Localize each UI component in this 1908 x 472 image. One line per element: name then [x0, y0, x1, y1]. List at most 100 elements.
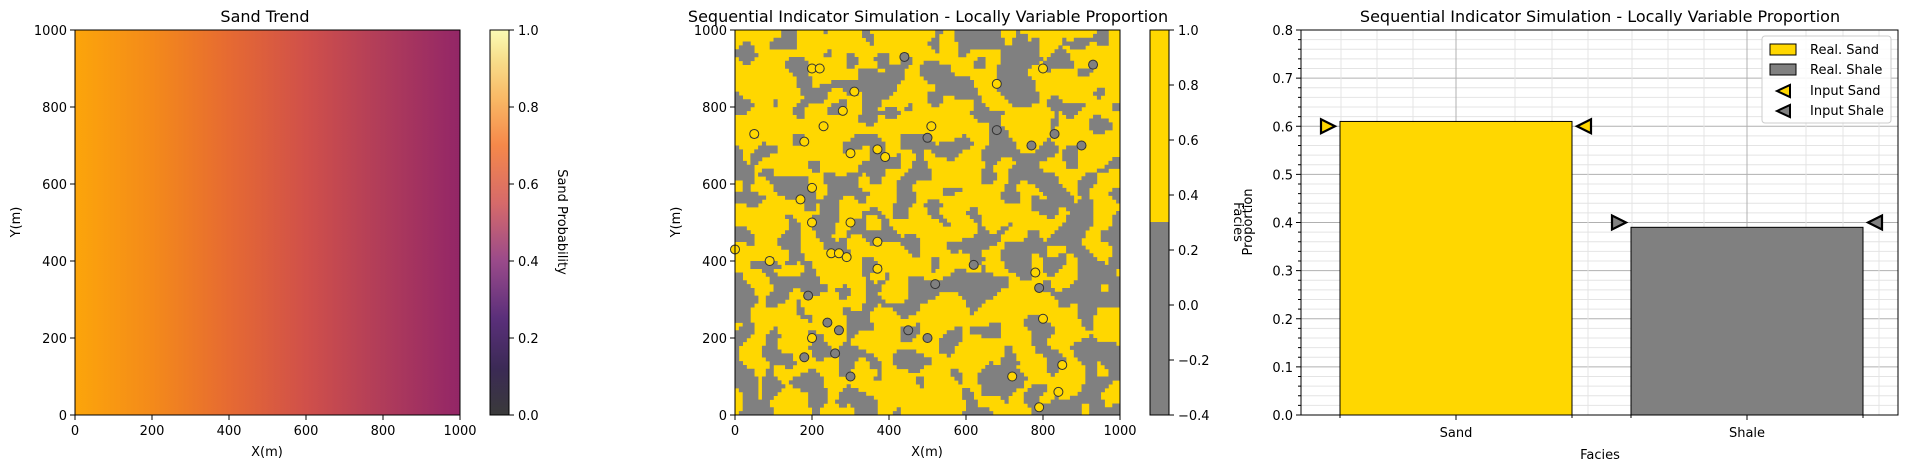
well-marker — [799, 352, 810, 363]
y-tick-label: 600 — [42, 178, 67, 193]
sand-trend-title: Sand Trend — [220, 7, 309, 26]
well-marker — [930, 279, 941, 290]
y-tick-label: 0.4 — [1272, 217, 1293, 232]
well-marker — [845, 371, 856, 382]
proportion-bars — [1339, 120, 1864, 416]
y-tick-label: 0.7 — [1272, 72, 1293, 87]
colorbar-tick-label: 0.0 — [1178, 299, 1199, 314]
y-tick-label: 1000 — [34, 24, 67, 39]
x-tick-label: 0 — [71, 424, 79, 439]
y-tick-label: 800 — [702, 101, 727, 116]
colorbar-tick-label: 0.6 — [518, 178, 539, 193]
x-tick-label: 400 — [877, 424, 902, 439]
x-tick-label: 800 — [1031, 424, 1056, 439]
sand-trend-heatmap — [75, 30, 460, 415]
well-marker — [903, 325, 914, 336]
x-tick-label: 200 — [800, 424, 825, 439]
well-marker — [803, 290, 814, 301]
well-marker — [845, 148, 856, 159]
sis-map-wells — [730, 51, 1099, 413]
proportion-input-markers — [1319, 117, 1884, 232]
y-tick-label: 0.6 — [1272, 120, 1293, 135]
x-tick-label: Shale — [1729, 426, 1765, 441]
well-marker — [872, 144, 883, 155]
well-marker — [1049, 128, 1060, 139]
sis-map-x-label: X(m) — [911, 445, 943, 460]
colorbar-tick-label: 0.6 — [1178, 134, 1199, 149]
well-marker — [837, 105, 848, 116]
well-marker — [830, 348, 841, 359]
well-marker — [814, 63, 825, 74]
sand-probability-colorbar-ticks: 0.0 0.2 0.4 0.6 0.8 1.0 — [509, 24, 539, 424]
legend-swatch-real-shale — [1769, 63, 1797, 76]
sis-map-title: Sequential Indicator Simulation - Locall… — [688, 7, 1168, 26]
y-tick-label: 200 — [702, 332, 727, 347]
well-marker — [880, 152, 891, 163]
well-marker — [822, 317, 833, 328]
well-marker — [1038, 63, 1048, 74]
legend-marker-input-shale — [1774, 103, 1791, 119]
y-tick-label: 200 — [42, 332, 67, 347]
x-tick-label: 600 — [294, 424, 319, 439]
legend-frame — [1761, 35, 1892, 124]
well-marker — [899, 51, 910, 62]
sis-map-x-axis: 0 200 400 600 800 1000 — [731, 415, 1137, 439]
x-tick-label: 1000 — [1103, 424, 1136, 439]
y-tick-label: 0.3 — [1272, 265, 1293, 280]
panel-sand-trend: Sand Trend 0 200 400 600 800 1000 0 200 400 600 8… — [9, 7, 569, 460]
well-marker — [749, 128, 760, 139]
colorbar-tick-label: 0.8 — [518, 101, 539, 116]
well-marker — [872, 236, 883, 247]
colorbar-tick-label: −0.4 — [1178, 409, 1210, 424]
well-marker — [845, 217, 856, 228]
well-marker — [1026, 140, 1037, 151]
sand-trend-y-axis: 0 200 400 600 800 1000 — [34, 24, 75, 424]
well-marker — [841, 252, 852, 263]
well-marker — [1053, 386, 1064, 397]
well-marker — [1034, 402, 1045, 413]
colorbar-tick-label: 1.0 — [518, 24, 539, 39]
y-tick-label: 0.8 — [1272, 24, 1293, 39]
facies-colorbar-shale — [1150, 222, 1169, 415]
sis-map-y-axis: 0 200 400 600 800 1000 — [694, 24, 735, 424]
well-marker — [922, 333, 933, 343]
colorbar-tick-label: 0.4 — [518, 255, 539, 270]
well-marker — [1030, 267, 1041, 278]
y-tick-label: 0.1 — [1272, 361, 1293, 376]
colorbar-tick-label: 0.2 — [1178, 244, 1199, 259]
sand-probability-colorbar-label: Sand Probability — [554, 169, 569, 275]
bar-sand — [1339, 120, 1573, 416]
well-marker — [764, 256, 775, 266]
legend-marker-input-sand — [1774, 83, 1791, 99]
well-marker — [799, 136, 810, 147]
well-marker — [795, 194, 806, 205]
y-tick-label: 600 — [702, 178, 727, 193]
well-marker — [991, 78, 1002, 89]
well-marker — [1007, 371, 1018, 382]
legend-label-input-sand: Input Sand — [1810, 84, 1881, 99]
well-marker — [991, 125, 1002, 136]
proportion-x-label: Facies — [1580, 448, 1620, 463]
well-marker — [926, 121, 937, 132]
well-marker — [922, 132, 933, 143]
colorbar-tick-label: 0.0 — [518, 409, 539, 424]
well-marker — [1057, 359, 1068, 370]
x-tick-label: 200 — [140, 424, 165, 439]
colorbar-tick-label: 0.8 — [1178, 79, 1199, 94]
facies-colorbar-sand — [1150, 30, 1169, 222]
x-tick-label: 800 — [371, 424, 396, 439]
proportion-y-axis: 0.0 0.1 0.2 0.3 0.4 0.5 0.6 0.7 0.8 — [1272, 24, 1301, 424]
colorbar-tick-label: 0.2 — [518, 332, 539, 347]
well-marker — [807, 333, 817, 343]
sand-probability-colorbar — [489, 29, 510, 416]
proportion-legend: Real. Sand Real. Shale Input Sand Input … — [1761, 35, 1892, 124]
input-marker-right — [1574, 117, 1593, 136]
facies-colorbar-ticks: −0.4 −0.2 0.0 0.2 0.4 0.6 0.8 1.0 — [1169, 24, 1210, 424]
sis-map-frame — [734, 29, 1121, 416]
x-tick-label: 600 — [954, 424, 979, 439]
well-marker — [1034, 282, 1045, 293]
legend-swatch-real-sand — [1769, 43, 1797, 56]
legend-label-real-shale: Real. Shale — [1810, 63, 1882, 78]
sand-trend-x-axis: 0 200 400 600 800 1000 — [71, 415, 477, 439]
